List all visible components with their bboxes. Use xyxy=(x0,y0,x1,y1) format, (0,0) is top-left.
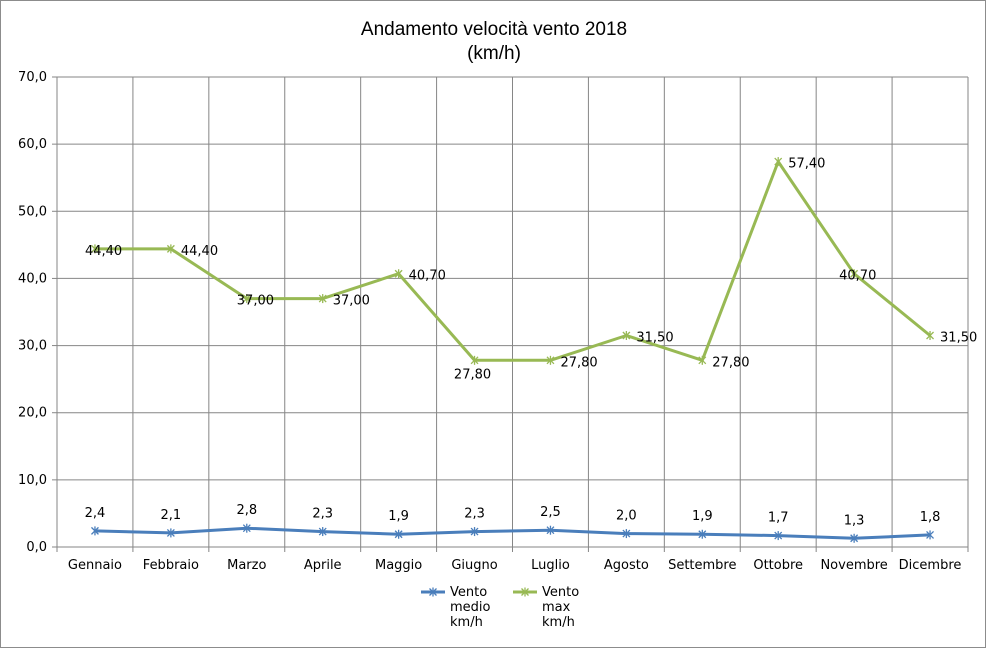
series-line-0 xyxy=(94,526,931,540)
data-label: 40,70 xyxy=(839,269,876,284)
y-tick-label: 10,0 xyxy=(18,473,47,488)
x-tick-label: Giugno xyxy=(451,558,497,573)
series-1-point xyxy=(166,244,175,254)
y-tick-label: 20,0 xyxy=(18,406,47,421)
data-label: 27,80 xyxy=(454,367,491,382)
x-tick-label: Ottobre xyxy=(753,558,803,573)
series-0-point xyxy=(926,530,935,540)
series-1-point xyxy=(698,355,707,365)
series-0-point xyxy=(90,526,99,536)
series-0-point xyxy=(546,525,555,535)
data-label: 2,4 xyxy=(85,506,106,521)
data-label: 1,3 xyxy=(844,513,865,528)
data-label: 27,80 xyxy=(712,355,749,370)
series-0-point xyxy=(318,527,327,537)
y-tick-label: 0,0 xyxy=(26,540,47,555)
x-tick-label: Novembre xyxy=(820,558,887,573)
y-tick-label: 40,0 xyxy=(18,271,47,286)
data-label: 1,9 xyxy=(692,509,713,524)
series-0-point xyxy=(242,523,251,533)
legend-label: Vento xyxy=(450,585,487,600)
legend-label: medio xyxy=(450,600,491,615)
x-tick-label: Settembre xyxy=(668,558,736,573)
series-0-point xyxy=(470,527,479,537)
legend-marker-1 xyxy=(521,587,529,597)
legend-marker-0 xyxy=(429,587,437,597)
data-label: 40,70 xyxy=(409,269,446,284)
gridlines xyxy=(56,76,969,552)
x-tick-label: Agosto xyxy=(604,558,649,573)
x-tick-label: Aprile xyxy=(304,558,342,573)
series-1-point xyxy=(850,269,859,279)
data-label: 44,40 xyxy=(181,244,218,259)
series-0-point xyxy=(166,528,175,538)
data-label: 2,5 xyxy=(540,505,561,520)
y-tick-label: 30,0 xyxy=(18,339,47,354)
series-line-1 xyxy=(95,160,931,362)
series-0-point xyxy=(774,531,783,541)
data-label: 57,40 xyxy=(788,157,825,172)
legend-label: Vento xyxy=(542,585,579,600)
data-label: 2,1 xyxy=(161,508,182,523)
legend-label: max xyxy=(542,600,571,615)
chart-subtitle: (km/h) xyxy=(467,43,521,64)
series-1-point xyxy=(394,269,403,279)
y-tick-label: 50,0 xyxy=(18,204,47,219)
data-label: 37,00 xyxy=(237,294,274,309)
chart-title: Andamento velocità vento 2018 xyxy=(361,19,627,40)
series-1-point xyxy=(318,294,327,304)
series-1-point xyxy=(622,331,631,340)
legend-label: km/h xyxy=(542,615,575,630)
x-tick-label: Luglio xyxy=(531,558,570,573)
y-tick-label: 60,0 xyxy=(18,137,47,152)
data-label: 2,3 xyxy=(464,507,485,522)
data-label: 1,8 xyxy=(920,510,941,525)
series-lines xyxy=(90,157,935,543)
axes: 0,0 10,0 20,0 30,0 40,0 50,0 60,0 70,0 Gennaio Fe… xyxy=(18,70,968,573)
series-1-point xyxy=(470,355,479,365)
data-labels: 2,4 2,1 2,8 2,3 1,9 2,3 2,5 2,0 1,9 1,7 1,3 1,8 44,4… xyxy=(85,157,978,529)
data-label: 2,0 xyxy=(616,509,637,524)
data-label: 27,80 xyxy=(560,355,597,370)
x-tick-label: Febbraio xyxy=(143,558,199,573)
series-0-point xyxy=(622,529,631,539)
data-label: 44,40 xyxy=(85,244,122,259)
series-1-point xyxy=(926,331,935,340)
data-label: 37,00 xyxy=(333,294,370,309)
data-label: 31,50 xyxy=(940,331,977,346)
series-1-point xyxy=(774,157,783,167)
data-label: 1,9 xyxy=(388,509,409,524)
y-tick-label: 70,0 xyxy=(18,70,47,85)
series-0-point xyxy=(394,529,403,539)
x-tick-label: Dicembre xyxy=(899,558,962,573)
series-1-point xyxy=(242,294,251,304)
series-0-point xyxy=(698,529,707,539)
data-label: 1,7 xyxy=(768,511,789,526)
series-1-point xyxy=(90,244,99,254)
data-label: 2,8 xyxy=(236,503,257,518)
legend-label: km/h xyxy=(450,615,483,630)
x-tick-label: Gennaio xyxy=(68,558,122,573)
data-label: 2,3 xyxy=(312,507,333,522)
series-0-point xyxy=(850,533,859,543)
data-label: 31,50 xyxy=(636,331,673,346)
x-tick-label: Maggio xyxy=(375,558,422,573)
series-1-point xyxy=(546,355,555,365)
x-tick-label: Marzo xyxy=(227,558,266,573)
